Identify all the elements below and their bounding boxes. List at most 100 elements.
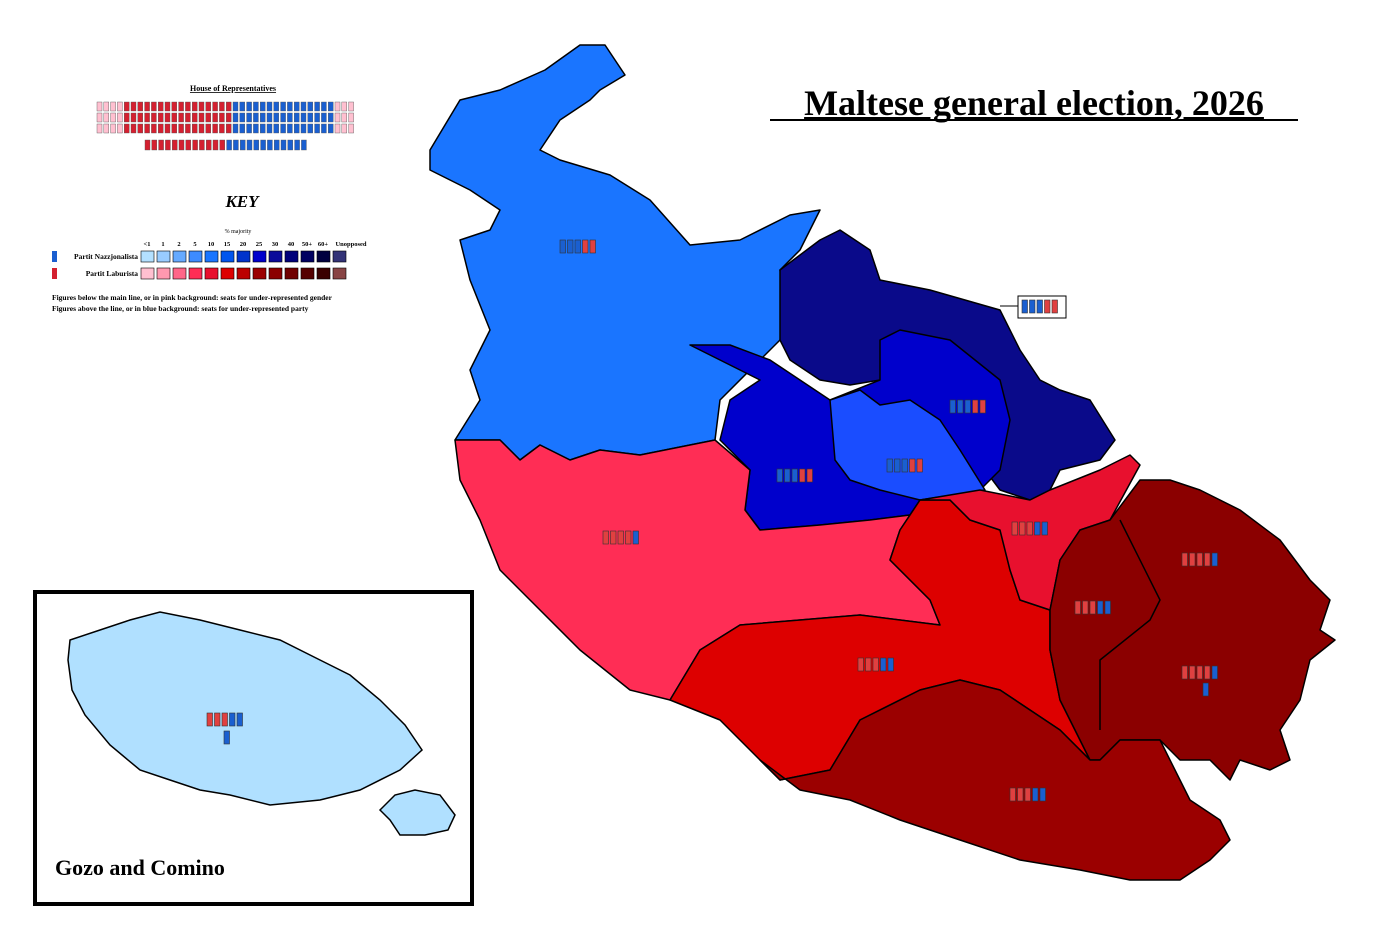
seat xyxy=(225,101,232,112)
seat xyxy=(123,123,130,134)
seat xyxy=(300,112,307,123)
key-title: KEY xyxy=(224,192,260,211)
seat xyxy=(253,101,259,112)
seat xyxy=(171,112,178,123)
seat xyxy=(307,123,313,134)
seat xyxy=(226,139,232,151)
swatch xyxy=(220,250,235,263)
seat xyxy=(157,112,164,123)
seat xyxy=(219,112,225,123)
seat-icon xyxy=(949,399,956,414)
swatch xyxy=(316,250,331,263)
seat-icon xyxy=(1041,521,1048,536)
swatch xyxy=(172,267,187,280)
seat xyxy=(192,139,198,151)
seat-chart xyxy=(96,101,354,151)
seat xyxy=(144,112,150,123)
seat xyxy=(185,101,191,112)
seat-icon xyxy=(617,530,624,545)
swatch xyxy=(204,267,219,280)
swatch xyxy=(316,267,331,280)
seat xyxy=(287,123,293,134)
seat xyxy=(260,123,266,134)
swatch xyxy=(284,250,299,263)
seat xyxy=(117,123,123,134)
swatch xyxy=(252,267,267,280)
seat-icon xyxy=(1196,665,1203,680)
swatch xyxy=(268,250,283,263)
seat xyxy=(348,112,354,123)
seat xyxy=(110,123,116,134)
seat-icon xyxy=(806,468,813,483)
seat-icon xyxy=(857,657,864,672)
seat xyxy=(232,123,239,134)
seat-icon xyxy=(1024,787,1031,802)
seat xyxy=(157,123,164,134)
seat-icon xyxy=(1181,665,1188,680)
parliament-title: House of Representatives xyxy=(190,84,276,93)
seat xyxy=(137,123,144,134)
seat xyxy=(334,112,341,123)
seat-icon xyxy=(236,712,243,727)
scale-label: 25 xyxy=(256,241,263,248)
seat xyxy=(171,101,178,112)
seat xyxy=(328,101,334,112)
seat-icon xyxy=(1021,299,1028,314)
seat xyxy=(273,101,279,112)
seat xyxy=(328,112,334,123)
party-icon xyxy=(52,251,57,262)
swatch xyxy=(332,250,347,263)
seat xyxy=(260,101,266,112)
seat xyxy=(233,139,239,151)
seat xyxy=(246,112,252,123)
seat-icon xyxy=(1011,521,1018,536)
seat xyxy=(151,123,157,134)
seat-icon xyxy=(1029,299,1036,314)
seat-icon xyxy=(229,712,236,727)
seat xyxy=(307,101,313,112)
seat-icon xyxy=(1211,552,1218,567)
seat xyxy=(314,112,320,123)
seat-icon xyxy=(964,399,971,414)
scale-label: 50+ xyxy=(302,241,313,248)
seat xyxy=(232,112,239,123)
seat xyxy=(267,139,273,151)
seat xyxy=(212,112,218,123)
seat xyxy=(273,112,279,123)
seat xyxy=(280,123,286,134)
seat xyxy=(117,101,123,112)
swatch xyxy=(236,267,251,280)
seat xyxy=(185,112,191,123)
swatch xyxy=(252,250,267,263)
scale-label: 10 xyxy=(208,241,215,248)
seat xyxy=(246,101,252,112)
seat-icon xyxy=(916,458,923,473)
seat xyxy=(171,139,178,151)
seat xyxy=(199,139,205,151)
seat xyxy=(253,139,260,151)
seat xyxy=(158,139,164,151)
party-icon xyxy=(52,268,57,279)
seat xyxy=(266,123,273,134)
key-note: Figures below the main line, or in pink … xyxy=(52,293,333,302)
scale-label: 15 xyxy=(224,241,231,248)
seat xyxy=(151,139,158,151)
seat xyxy=(314,101,320,112)
seat-icon xyxy=(1009,787,1016,802)
seat-icon xyxy=(582,239,589,254)
seat-icon xyxy=(1034,521,1041,536)
seat xyxy=(307,112,313,123)
seat xyxy=(96,123,103,134)
seat xyxy=(117,112,123,123)
seat xyxy=(178,112,184,123)
seat xyxy=(321,112,327,123)
district-border xyxy=(1099,519,1161,730)
seat xyxy=(260,112,266,123)
seat-icon xyxy=(1104,600,1111,615)
seat xyxy=(130,112,137,123)
seat xyxy=(273,123,279,134)
seat xyxy=(137,101,144,112)
seat xyxy=(212,123,218,134)
seat xyxy=(280,139,287,151)
scale-label: 20 xyxy=(240,241,247,248)
